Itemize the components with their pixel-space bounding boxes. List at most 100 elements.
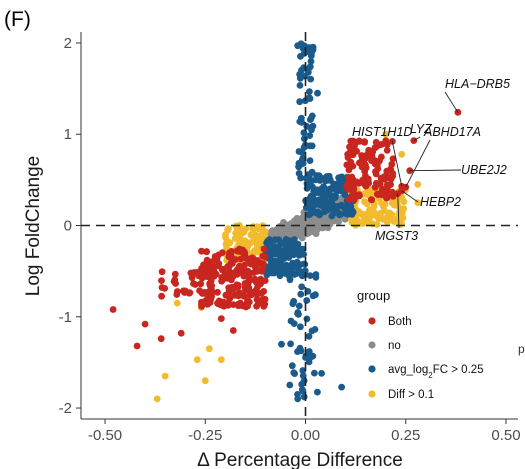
x-tick-label: 0.25 — [391, 427, 420, 444]
point-avg-log2fc-0-25 — [296, 74, 304, 82]
point-both — [258, 264, 266, 272]
point-both — [206, 262, 214, 269]
point-both — [226, 249, 233, 257]
point-both — [254, 283, 261, 291]
point-avg-log2fc-0-25 — [299, 367, 307, 374]
annotation-leader — [409, 169, 462, 172]
point-avg-log2fc-0-25 — [322, 177, 330, 185]
x-axis-label: Δ Percentage Difference — [197, 450, 403, 469]
point-avg-log2fc-0-25 — [328, 185, 336, 193]
point-both — [360, 178, 367, 186]
point-both — [234, 266, 241, 273]
gene-label: MGST3 — [375, 229, 418, 243]
gene-label: HLA−DRB5 — [445, 77, 510, 91]
point-both — [203, 256, 211, 264]
point-avg-log2fc-0-25 — [305, 333, 313, 340]
point-both — [378, 141, 386, 148]
legend-entry-label: avg_log2FC > 0.25 — [388, 364, 484, 380]
point-both — [207, 294, 215, 302]
point-both — [208, 288, 216, 296]
point-both — [233, 247, 241, 255]
point-avg-log2fc-0-25 — [338, 383, 345, 391]
point-both — [207, 282, 215, 290]
point-avg-log2fc-0-25 — [312, 274, 320, 281]
point-both — [247, 260, 255, 268]
point-both — [387, 166, 395, 174]
point-both — [222, 291, 230, 299]
legend: group Both no avg_log2FC > 0.25 Diff > 0.1 — [357, 288, 484, 401]
point-both — [191, 281, 199, 288]
point-avg-log2fc-0-25 — [306, 116, 314, 123]
point-avg-log2fc-0-25 — [278, 340, 285, 348]
plot-area: -0.50 -0.25 0.00 0.25 0.50 -2 -1 0 1 2 HLA−DRB5 LYZ… — [59, 32, 521, 444]
point-both — [228, 276, 235, 284]
point-avg-log2fc-0-25 — [288, 362, 296, 370]
point-both — [212, 270, 220, 278]
point-both — [198, 301, 205, 308]
x-tick-label: -0.25 — [188, 427, 222, 444]
point-both — [141, 320, 149, 328]
point-avg-log2fc-0-25 — [290, 369, 298, 377]
point-avg-log2fc-0-25 — [299, 387, 307, 395]
annotation-leader — [397, 193, 400, 229]
point-both — [361, 155, 369, 163]
point-avg-log2fc-0-25 — [307, 75, 315, 83]
point-no — [280, 230, 287, 238]
point-avg-log2fc-0-25 — [299, 160, 307, 167]
point-avg-log2fc-0-25 — [302, 354, 309, 361]
point-avg-log2fc-0-25 — [309, 183, 316, 191]
point-both — [245, 298, 253, 306]
panel-label: (F) — [4, 8, 31, 31]
point-both — [157, 335, 165, 343]
point-avg-log2fc-0-25 — [286, 276, 294, 284]
point-both — [225, 263, 233, 270]
point-both — [234, 281, 242, 289]
point-avg-log2fc-0-25 — [302, 204, 310, 212]
annotation-leader — [401, 190, 419, 203]
point-both — [383, 141, 391, 149]
point-both — [259, 296, 266, 304]
point-both — [185, 289, 193, 297]
point-diff-0-1 — [238, 237, 245, 245]
point-avg-log2fc-0-25 — [301, 135, 308, 143]
point-diff-0-1 — [414, 181, 422, 188]
point-avg-log2fc-0-25 — [308, 327, 316, 335]
point-avg-log2fc-0-25 — [297, 290, 305, 298]
point-both — [215, 298, 223, 305]
point-avg-log2fc-0-25 — [283, 245, 291, 253]
gene-label: UBE2J2 — [461, 163, 507, 177]
point-avg-log2fc-0-25 — [314, 208, 321, 216]
point-avg-log2fc-0-25 — [303, 297, 311, 304]
point-avg-log2fc-0-25 — [308, 198, 315, 206]
point-avg-log2fc-0-25 — [318, 370, 325, 377]
point-avg-log2fc-0-25 — [298, 119, 306, 126]
point-diff-0-1 — [348, 216, 355, 224]
point-both — [195, 272, 203, 280]
point-avg-log2fc-0-25 — [308, 126, 315, 134]
point-avg-log2fc-0-25 — [264, 237, 272, 245]
point-both — [197, 280, 205, 288]
point-both — [225, 284, 233, 292]
point-both — [173, 291, 181, 298]
point-diff-0-1 — [371, 212, 379, 219]
point-avg-log2fc-0-25 — [328, 205, 336, 213]
point-both — [177, 329, 185, 337]
point-both — [158, 268, 166, 276]
point-avg-log2fc-0-25 — [300, 377, 308, 385]
legend-title: group — [357, 288, 390, 303]
point-avg-log2fc-0-25 — [323, 201, 330, 208]
point-avg-log2fc-0-25 — [325, 172, 333, 180]
point-avg-log2fc-0-25 — [317, 186, 324, 193]
point-diff-0-1 — [161, 372, 169, 380]
point-both — [260, 302, 268, 310]
point-both — [229, 327, 237, 334]
point-diff-0-1 — [205, 345, 213, 353]
point-diff-0-1 — [387, 214, 394, 222]
point-both — [388, 160, 396, 168]
point-avg-log2fc-0-25 — [286, 381, 294, 389]
point-both — [260, 245, 268, 253]
point-both — [345, 174, 352, 182]
point-both — [219, 267, 227, 274]
point-both — [377, 174, 385, 182]
gene-label: HEBP2 — [420, 195, 461, 209]
